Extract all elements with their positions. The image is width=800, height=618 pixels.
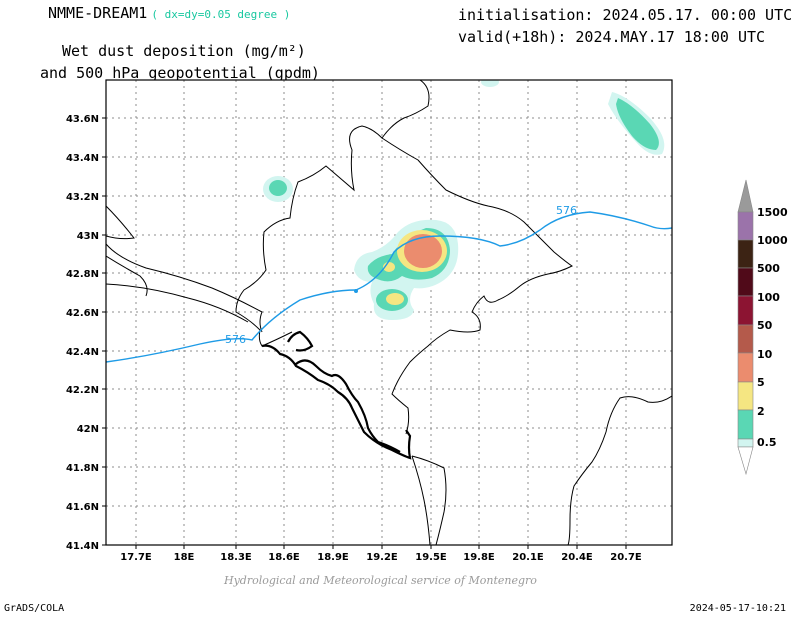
- contour-marker: [354, 289, 358, 293]
- lat-label: 42.2N: [66, 385, 99, 396]
- render-timestamp: 2024-05-17-10:21: [689, 603, 786, 614]
- legend-arrow-bottom: [737, 446, 754, 476]
- deposition-field: [263, 80, 665, 320]
- lon-label: 18.6E: [268, 552, 300, 563]
- lat-label: 41.8N: [66, 463, 99, 474]
- geopotential-576-contour: [106, 211, 672, 363]
- legend-swatch-0-5: [737, 438, 754, 448]
- legend-arrow-top: [737, 179, 754, 213]
- legend-swatch-100: [737, 295, 754, 326]
- legend-label: 100: [757, 291, 780, 304]
- legend-swatch-10: [737, 352, 754, 383]
- color-legend: [737, 179, 754, 476]
- legend-swatch-50: [737, 324, 754, 354]
- legend-label: 5: [757, 376, 765, 389]
- initialisation-time: initialisation: 2024.05.17. 00:00 UTC: [458, 6, 793, 24]
- legend-label: 50: [757, 319, 773, 332]
- borders: [106, 80, 672, 545]
- legend-label: 500: [757, 262, 780, 275]
- lat-label: 42.6N: [66, 308, 99, 319]
- lon-label: 18.9E: [317, 552, 349, 563]
- lon-ticks: [135, 545, 627, 549]
- legend-label: 10: [757, 348, 773, 361]
- legend-swatch-1000: [737, 239, 754, 269]
- valid-time: valid(+18h): 2024.MAY.17 18:00 UTC: [458, 28, 766, 46]
- lat-label: 42N: [77, 424, 99, 435]
- lat-label: 42.4N: [66, 347, 99, 358]
- legend-swatch-2: [737, 409, 754, 440]
- lat-label: 43N: [77, 231, 99, 242]
- lat-ticks: [102, 117, 106, 546]
- contour-label-576-east: 576: [556, 204, 577, 217]
- legend-swatch-1500: [737, 211, 754, 241]
- software-label: GrADS/COLA: [4, 603, 65, 614]
- model-title: NMME-DREAM1( dx=dy=0.05 degree ): [48, 4, 290, 22]
- legend-swatch-5: [737, 381, 754, 411]
- lon-label: 19.5E: [415, 552, 447, 563]
- lon-label: 20.4E: [561, 552, 593, 563]
- lat-label: 43.4N: [66, 153, 99, 164]
- lon-label: 19.8E: [463, 552, 495, 563]
- lon-label: 17.7E: [120, 552, 152, 563]
- legend-label: 1000: [757, 234, 788, 247]
- credit-line: Hydrological and Meteorological service …: [224, 574, 537, 587]
- lon-label: 18.3E: [220, 552, 252, 563]
- lon-label: 18E: [174, 552, 195, 563]
- model-name: NMME-DREAM1: [48, 4, 148, 22]
- lat-label: 41.4N: [66, 541, 99, 552]
- lon-label: 20.1E: [512, 552, 544, 563]
- lat-label: 43.6N: [66, 114, 99, 125]
- model-resolution: ( dx=dy=0.05 degree ): [151, 8, 291, 21]
- contour-label-576-west: 576: [225, 333, 246, 346]
- lon-label: 19.2E: [366, 552, 398, 563]
- legend-swatch-500: [737, 267, 754, 297]
- legend-label: 2: [757, 405, 765, 418]
- legend-label: 0.5: [757, 436, 777, 449]
- lat-label: 41.6N: [66, 502, 99, 513]
- lat-label: 42.8N: [66, 269, 99, 280]
- variable-title-line2: and 500 hPa geopotential (gpdm): [40, 64, 320, 82]
- lat-label: 43.2N: [66, 192, 99, 203]
- montenegro-coastline: [261, 330, 412, 460]
- lon-label: 20.7E: [610, 552, 642, 563]
- variable-title-line1: Wet dust deposition (mg/m²): [62, 42, 306, 60]
- legend-label: 1500: [757, 206, 788, 219]
